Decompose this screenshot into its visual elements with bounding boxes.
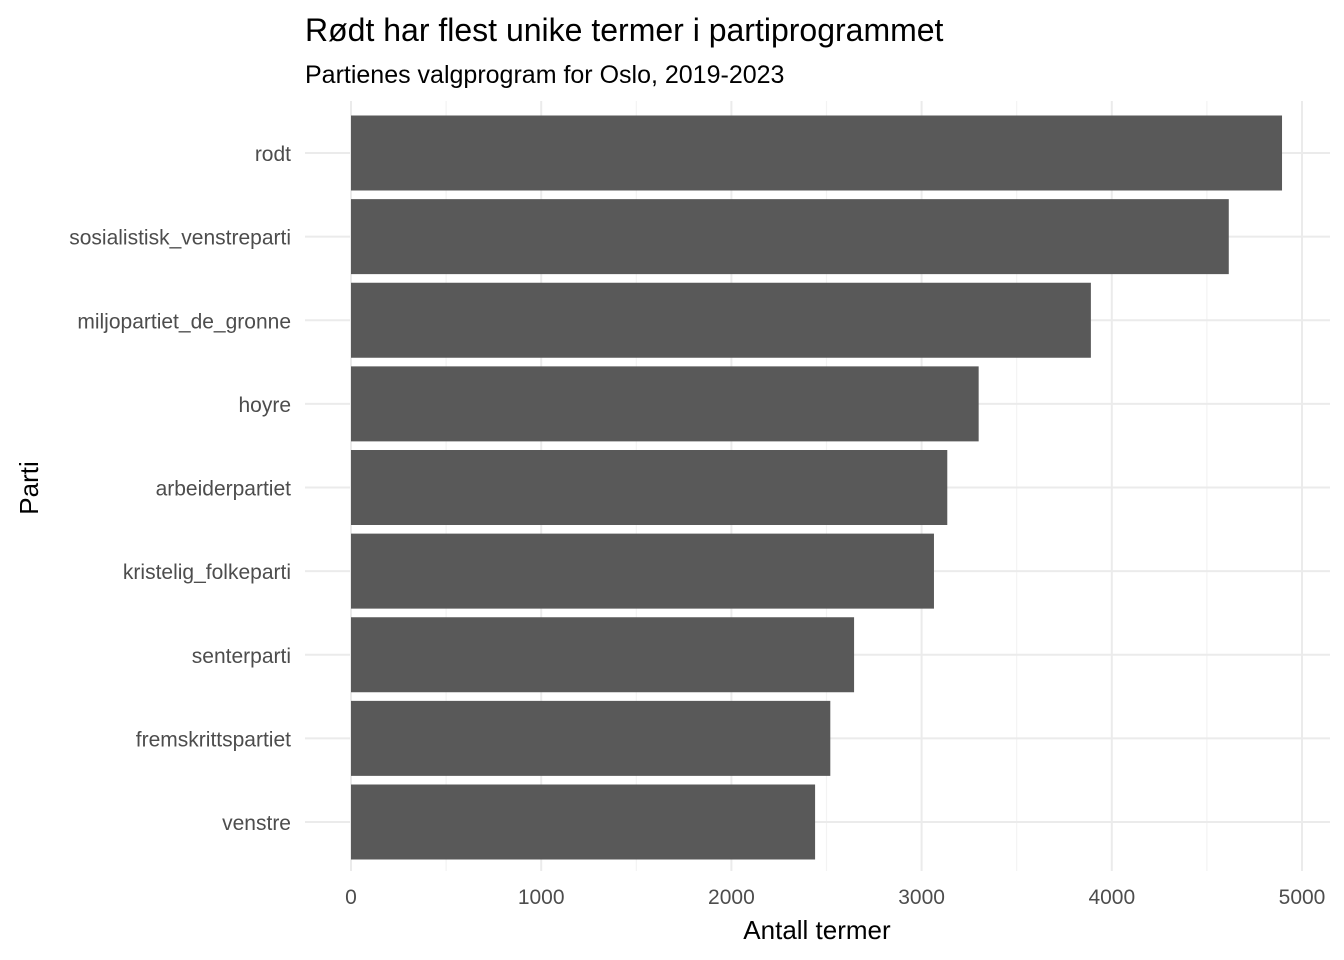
y-tick-label: sosialistisk_venstreparti [69, 227, 291, 250]
y-tick-label: hoyre [238, 394, 291, 417]
bar-fremskrittspartiet [351, 700, 831, 776]
x-axis-title: Antall termer [743, 915, 891, 945]
chart-title: Rødt har flest unike termer i partiprogr… [305, 12, 944, 48]
y-axis-title: Parti [14, 461, 44, 514]
bars [351, 115, 1283, 860]
y-tick-label: venstre [222, 812, 291, 835]
bar-venstre [351, 784, 816, 860]
x-tick-label: 0 [345, 886, 357, 909]
x-tick-labels: 0 1000 2000 3000 4000 5000 [345, 886, 1325, 909]
bar-kristelig_folkeparti [351, 533, 934, 609]
x-tick-label: 1000 [518, 886, 565, 909]
y-tick-label: kristelig_folkeparti [123, 561, 291, 584]
x-tick-label: 4000 [1088, 886, 1135, 909]
y-tick-label: fremskrittspartiet [136, 728, 291, 751]
chart-subtitle: Partienes valgprogram for Oslo, 2019-202… [305, 61, 784, 89]
bar-hoyre [351, 366, 979, 442]
bar-arbeiderpartiet [351, 450, 948, 525]
y-tick-label: arbeiderpartiet [156, 478, 292, 501]
y-tick-label: miljopartiet_de_gronne [77, 310, 291, 333]
bar-miljopartiet_de_gronne [351, 282, 1091, 358]
y-tick-label: senterparti [192, 645, 291, 668]
x-tick-label: 3000 [898, 886, 945, 909]
x-tick-label: 5000 [1279, 886, 1326, 909]
y-tick-labels: rodt sosialistisk_venstreparti miljopartie… [69, 143, 291, 835]
bar-senterparti [351, 617, 855, 693]
y-tick-label: rodt [255, 143, 291, 166]
bar-sosialistisk_venstreparti [351, 199, 1229, 275]
x-tick-label: 2000 [708, 886, 755, 909]
bar-rodt [351, 115, 1283, 191]
